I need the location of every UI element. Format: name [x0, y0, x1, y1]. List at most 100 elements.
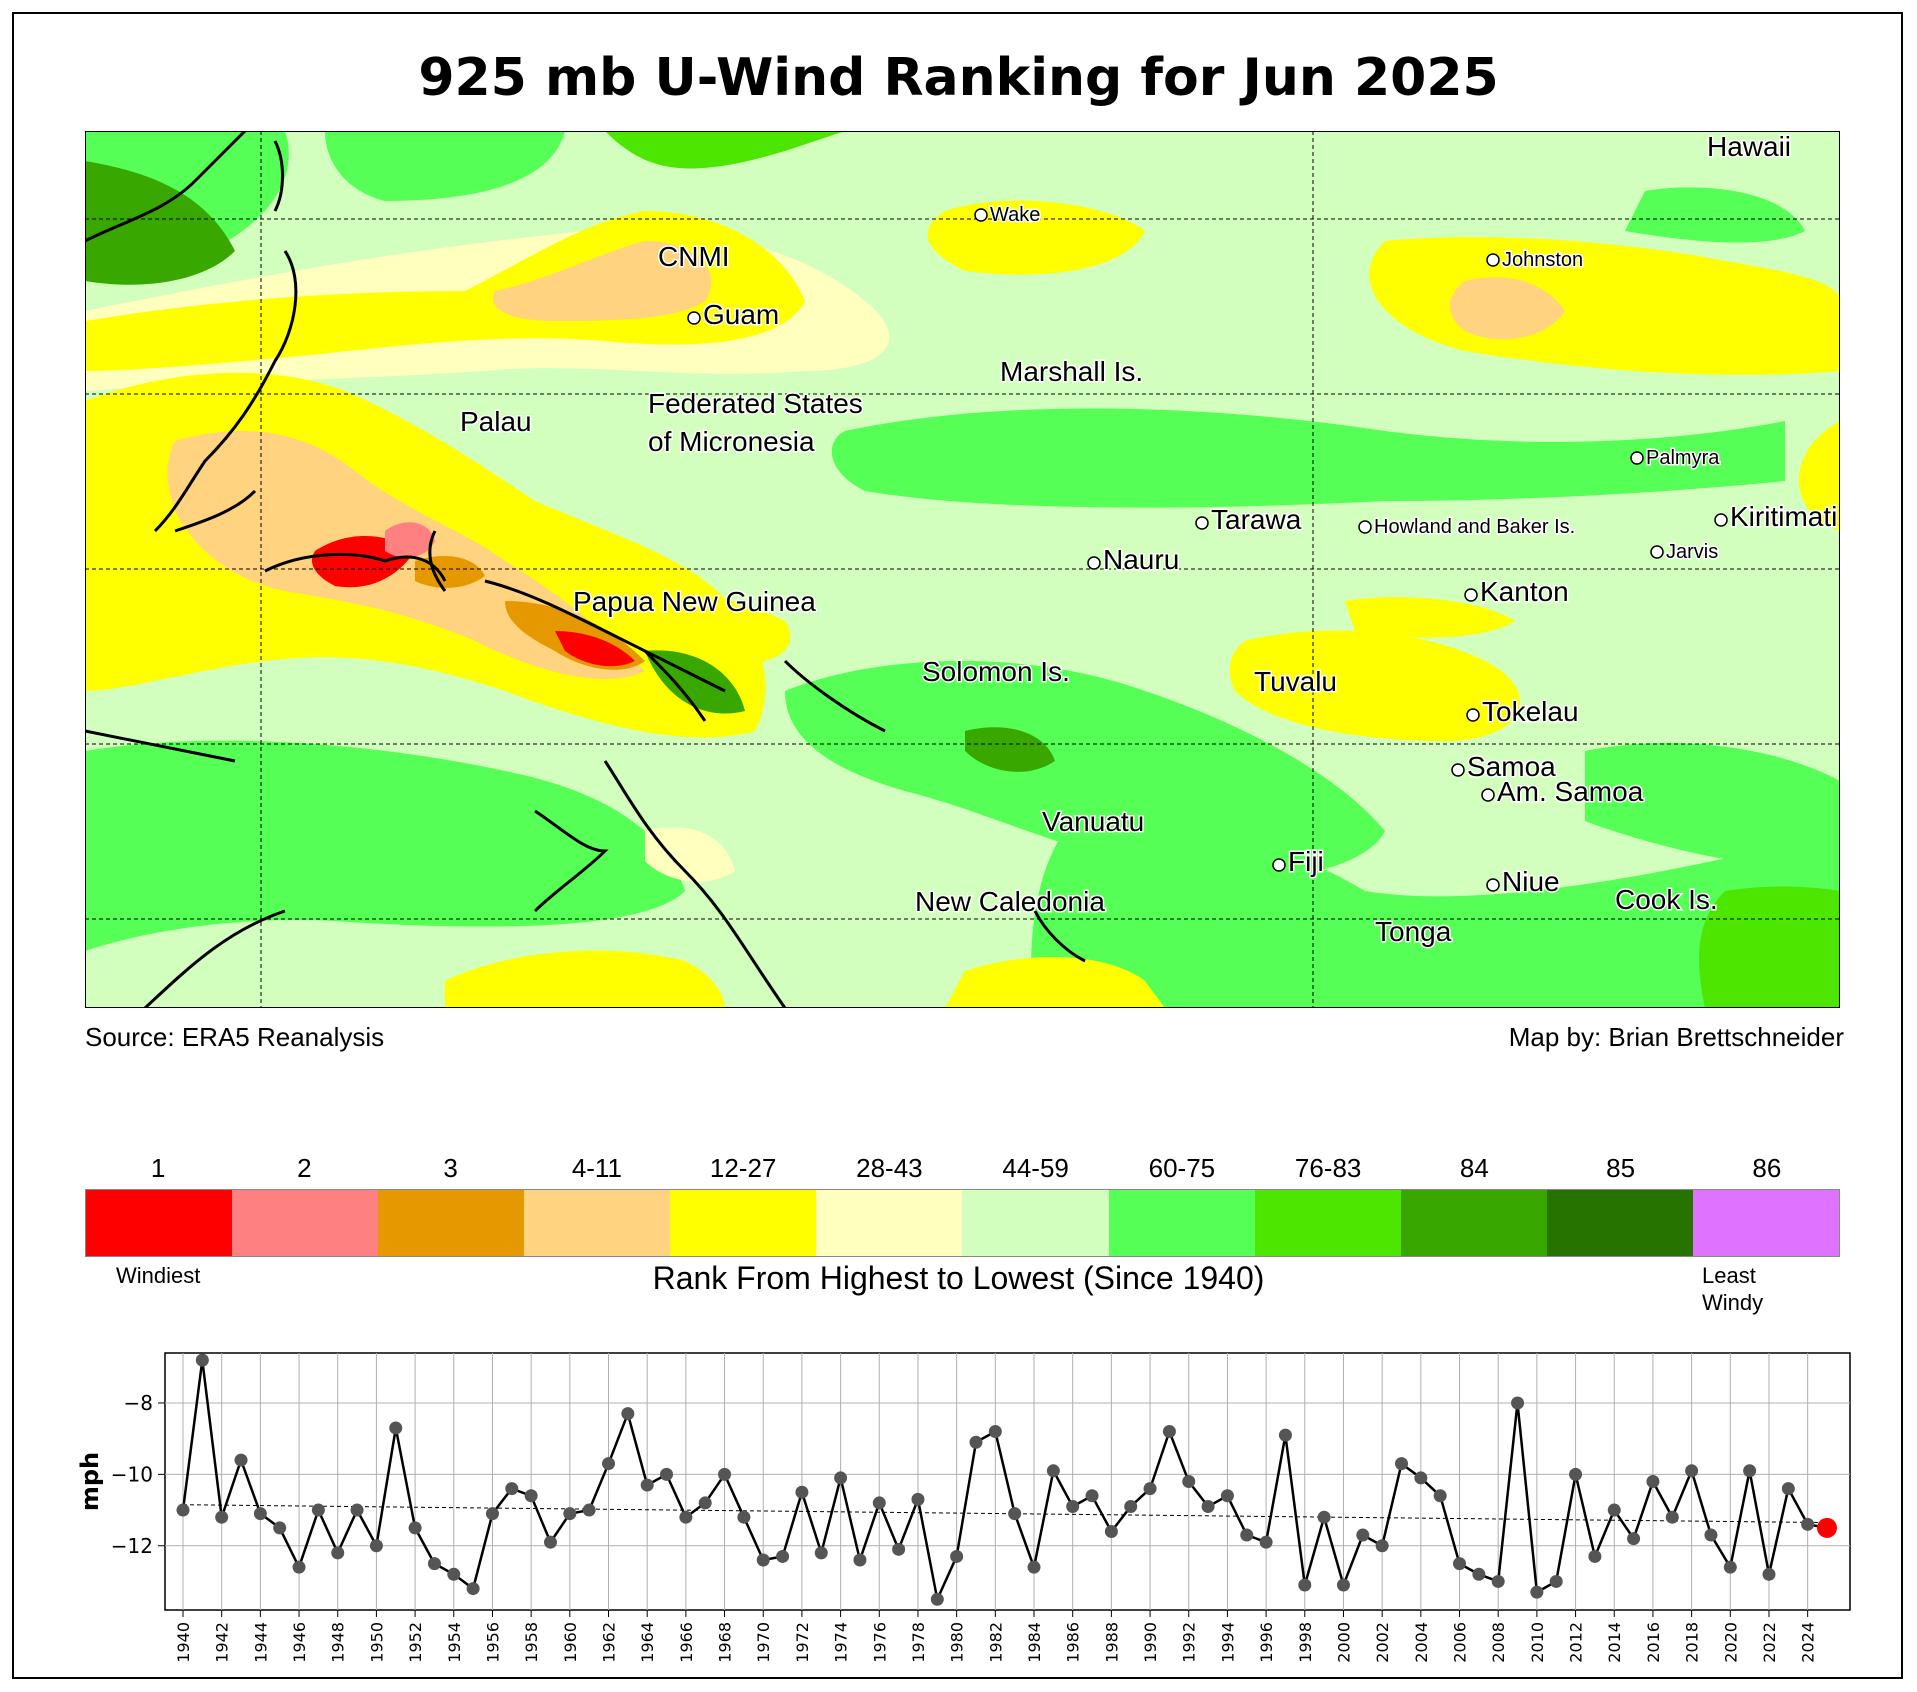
- legend-label-85: 85: [1606, 1153, 1636, 1183]
- x-tick-label: 2010: [1528, 1622, 1547, 1663]
- map-label-text: Papua New Guinea: [573, 586, 816, 617]
- location-marker-icon: [1466, 708, 1480, 722]
- data-point: [795, 1485, 809, 1499]
- map-label-palmyra: Palmyra: [1630, 446, 1722, 471]
- map-label-text: New Caledonia: [915, 886, 1105, 917]
- data-point: [563, 1507, 577, 1521]
- timeseries-chart: 1940 1942 1944 1946 1948 1950 1952 1954 1956 1958…: [76, 1352, 1851, 1663]
- x-tick-label: 1946: [290, 1622, 309, 1663]
- x-tick-label: 1962: [600, 1622, 619, 1663]
- legend-label-76-83: 76-83: [1294, 1153, 1362, 1183]
- data-point: [1298, 1578, 1312, 1592]
- data-point: [1762, 1567, 1776, 1581]
- map-label-text: Marshall Is.: [1000, 356, 1143, 387]
- data-point: [427, 1557, 441, 1571]
- map-label-text: Guam: [703, 299, 779, 330]
- legend-label-4-11: 4-11: [571, 1153, 622, 1183]
- map-label-text: Nauru: [1103, 544, 1179, 575]
- data-point: [1801, 1517, 1815, 1531]
- map-label-tarawa: Tarawa: [1195, 503, 1303, 537]
- map-label-johnston: Johnston: [1486, 248, 1585, 273]
- data-point: [1220, 1489, 1234, 1503]
- map-label-text: Tokelau: [1482, 696, 1579, 727]
- data-point: [776, 1549, 790, 1563]
- x-tick-label: 1944: [251, 1622, 270, 1663]
- x-tick-label: 1960: [561, 1622, 580, 1663]
- legend-high-end: Least Windy: [1702, 1262, 1763, 1316]
- legend-low-end: Windiest: [116, 1263, 201, 1288]
- data-point: [1433, 1489, 1447, 1503]
- map-label-text: Tuvalu: [1254, 666, 1337, 697]
- data-point: [1665, 1510, 1679, 1524]
- location-marker-icon: [1464, 588, 1478, 602]
- data-point: [195, 1353, 209, 1367]
- data-point: [950, 1549, 964, 1563]
- map-label-text: Palau: [460, 406, 532, 437]
- map-label-federated-states: Federated States: [647, 387, 865, 421]
- data-point: [853, 1553, 867, 1567]
- x-tick-label: 1996: [1257, 1622, 1276, 1663]
- data-point: [350, 1503, 364, 1517]
- map-label-text: Palmyra: [1646, 447, 1720, 469]
- map-label-text: Hawaii: [1707, 131, 1791, 162]
- map-label-text: Solomon Is.: [922, 656, 1070, 687]
- x-tick-label: 1982: [986, 1622, 1005, 1663]
- map-label-hawaii: Hawaii: [1706, 131, 1793, 164]
- map-label-text: Howland and Baker Is.: [1374, 516, 1575, 538]
- map-label-tuvalu: Tuvalu: [1253, 665, 1339, 699]
- x-tick-label: 1966: [677, 1622, 696, 1663]
- x-tick-label: 2004: [1412, 1622, 1431, 1663]
- map-label-text: Tonga: [1375, 916, 1452, 947]
- map-label-cnmi: CNMI: [657, 240, 732, 274]
- data-point: [234, 1453, 248, 1467]
- x-tick-label: 1952: [406, 1622, 425, 1663]
- data-point: [311, 1503, 325, 1517]
- location-marker-icon: [1486, 253, 1500, 267]
- data-point: [1201, 1499, 1215, 1513]
- x-tick-label: 1976: [870, 1622, 889, 1663]
- x-tick-label: 1988: [1102, 1622, 1121, 1663]
- legend-label-86: 86: [1752, 1153, 1782, 1183]
- data-point: [331, 1546, 345, 1560]
- x-tick-label: 1964: [638, 1622, 657, 1663]
- map-label-kanton: Kanton: [1464, 575, 1570, 609]
- legend-swatch-28-43: [816, 1190, 963, 1256]
- data-point: [1569, 1467, 1583, 1481]
- map-label-jarvis: Jarvis: [1650, 540, 1720, 565]
- map-label-text: Wake: [990, 204, 1040, 226]
- map-label-new-caledonia: New Caledonia: [914, 885, 1107, 919]
- data-point: [1781, 1482, 1795, 1496]
- x-tick-label: 1970: [754, 1622, 773, 1663]
- legend-swatch-86: [1692, 1190, 1839, 1256]
- map-label-text: Jarvis: [1666, 541, 1718, 563]
- map-label-text: Kanton: [1480, 576, 1569, 607]
- data-point: [602, 1457, 616, 1471]
- legend-label-1: 1: [150, 1153, 166, 1183]
- x-tick-label: 1984: [1025, 1622, 1044, 1663]
- legend-colorbar: [85, 1189, 1840, 1257]
- x-tick-label: 1990: [1141, 1622, 1160, 1663]
- map-label-kiritimati: Kiritimati: [1714, 500, 1839, 534]
- location-marker-icon: [1630, 451, 1644, 465]
- data-point: [176, 1503, 190, 1517]
- data-point: [1278, 1428, 1292, 1442]
- legend-swatch-44-59: [962, 1190, 1109, 1256]
- location-marker-icon: [1358, 520, 1372, 534]
- legend-swatch-4-11: [524, 1190, 671, 1256]
- data-point: [1124, 1499, 1138, 1513]
- data-point: [988, 1425, 1002, 1439]
- data-point: [1356, 1528, 1370, 1542]
- data-point: [524, 1489, 538, 1503]
- x-tick-label: 2008: [1489, 1622, 1508, 1663]
- map-label-wake: Wake: [974, 203, 1042, 228]
- map-label-tonga: Tonga: [1374, 915, 1454, 949]
- figure-border: [12, 12, 1903, 1679]
- data-point: [1375, 1539, 1389, 1553]
- map-label-am-samoa: Am. Samoa: [1481, 775, 1645, 809]
- location-marker-icon: [1481, 788, 1495, 802]
- x-tick-label: 2000: [1334, 1622, 1353, 1663]
- map-label-guam: Guam: [687, 298, 781, 332]
- data-point: [1394, 1457, 1408, 1471]
- data-point: [911, 1492, 925, 1506]
